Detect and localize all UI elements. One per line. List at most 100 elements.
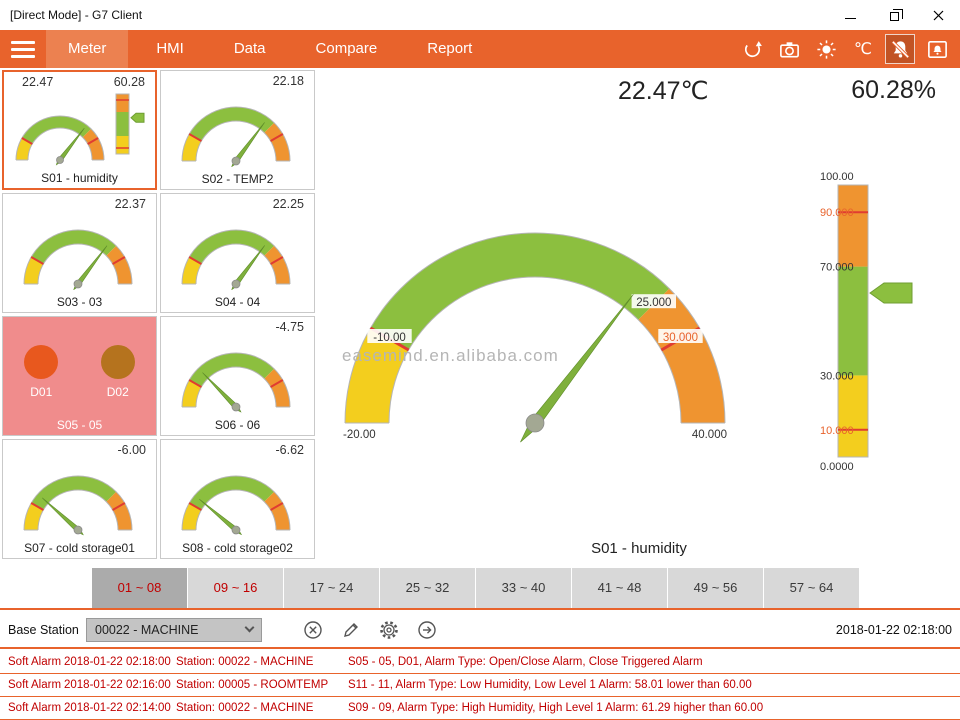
alarm-station: Station: 00022 - MACHINE: [176, 702, 314, 714]
alarm-image-icon[interactable]: [922, 34, 952, 64]
temperature-readout: 22.47℃: [618, 77, 709, 105]
alarm-station: Station: 00022 - MACHINE: [176, 656, 314, 668]
channel-label: D01: [30, 385, 53, 399]
meter-gauge: [23, 475, 133, 536]
svg-text:90.000: 90.000: [820, 207, 854, 219]
minimize-button[interactable]: [828, 0, 872, 30]
content-area: 22.47 60.28 S01 - humidity 22.18 S02 - TEMP2…: [0, 68, 960, 565]
range-tab-57-64[interactable]: 57 ~ 64: [764, 568, 859, 608]
meter-values: -6.62: [161, 443, 314, 457]
range-tab-41-48[interactable]: 41 ~ 48: [572, 568, 667, 608]
meter-gauge: [181, 106, 291, 167]
sync-icon[interactable]: [737, 34, 767, 64]
nav-tab-meter[interactable]: Meter: [46, 30, 129, 68]
nav-tab-hmi[interactable]: HMI: [156, 40, 184, 57]
alarm-type: Soft Alarm: [8, 702, 62, 714]
meter-card-label: S02 - TEMP2: [201, 172, 274, 186]
camera-icon[interactable]: [774, 34, 804, 64]
meter-value: -4.75: [275, 320, 305, 334]
close-icon: [933, 10, 943, 20]
alarm-station: Station: 00005 - ROOMTEMP: [176, 679, 329, 691]
meter-gauge: [181, 475, 291, 536]
alarm-time: 2018-01-22 02:14:00: [64, 702, 171, 714]
digital-channel: D01: [24, 345, 59, 399]
svg-text:-20.00: -20.00: [343, 429, 376, 441]
nav-tab-data[interactable]: Data: [233, 40, 266, 57]
range-tab-09-16[interactable]: 09 ~ 16: [188, 568, 283, 608]
range-tab-33-40[interactable]: 33 ~ 40: [476, 568, 571, 608]
meter-card-label: S07 - cold storage01: [24, 541, 135, 555]
range-tab-01-08[interactable]: 01 ~ 08: [92, 568, 187, 608]
title-bar: [Direct Mode] - G7 Client: [0, 0, 960, 30]
nav-tabs: Meter HMI Data Compare Report: [46, 30, 500, 68]
digital-channel: D02: [100, 345, 135, 399]
svg-text:25.000: 25.000: [636, 297, 671, 309]
main-gauge-label: S01 - humidity: [591, 540, 687, 557]
nav-tab-report[interactable]: Report: [427, 40, 473, 57]
meter-card-s07[interactable]: -6.00 S07 - cold storage01: [2, 439, 157, 559]
channel-state-indicator: [24, 345, 59, 379]
meter-gauge: [15, 93, 145, 166]
edit-icon[interactable]: [340, 619, 362, 641]
alarm-time: 2018-01-22 02:18:00: [64, 656, 171, 668]
digital-channels: D01 D02: [3, 345, 156, 399]
alarm-row[interactable]: Soft Alarm 2018-01-22 02:18:00 Station: 00…: [0, 651, 960, 674]
svg-text:100.00: 100.00: [820, 171, 854, 183]
meter-values: 22.37: [3, 197, 156, 211]
meter-value: -6.62: [275, 443, 305, 457]
meter-value: 22.37: [114, 197, 146, 211]
alarm-type: Soft Alarm: [8, 656, 62, 668]
watermark: easemind.en.alibaba.com: [342, 346, 559, 365]
meter-card-label: S03 - 03: [56, 295, 103, 309]
meter-card-label: S08 - cold storage02: [182, 541, 293, 555]
meter-card-s08[interactable]: -6.62 S08 - cold storage02: [160, 439, 315, 559]
nav-tab-compare[interactable]: Compare: [315, 40, 378, 57]
close-button[interactable]: [916, 0, 960, 30]
humidity-readout: 60.28%: [851, 76, 936, 104]
brightness-icon[interactable]: [811, 34, 841, 64]
alarm-row[interactable]: Soft Alarm 2018-01-22 02:16:00 Station: 00…: [0, 674, 960, 697]
svg-text:40.000: 40.000: [692, 429, 727, 441]
station-dropdown[interactable]: 00022 - MACHINE: [86, 617, 262, 642]
meter-card-s05[interactable]: D01 D02 S05 - 05: [2, 316, 157, 436]
meter-value: 60.28: [113, 75, 145, 89]
station-bar: Base Station 00022 - MACHINE 2018-01-22 …: [0, 612, 960, 649]
range-tab-25-32[interactable]: 25 ~ 32: [380, 568, 475, 608]
meter-value: -6.00: [117, 443, 147, 457]
range-tab-17-24[interactable]: 17 ~ 24: [284, 568, 379, 608]
channel-label: D02: [106, 385, 129, 399]
station-timestamp: 2018-01-22 02:18:00: [835, 622, 952, 637]
svg-text:30.000: 30.000: [820, 370, 854, 382]
meter-card-s02[interactable]: 22.18 S02 - TEMP2: [160, 70, 315, 190]
range-tab-49-56[interactable]: 49 ~ 56: [668, 568, 763, 608]
settings-gear-icon[interactable]: [378, 619, 400, 641]
nav-bar: Meter HMI Data Compare Report ℃: [0, 30, 960, 68]
station-label: Base Station: [8, 622, 79, 637]
meter-card-s01[interactable]: 22.47 60.28 S01 - humidity: [2, 70, 157, 190]
station-dropdown-value: 00022 - MACHINE: [95, 622, 199, 637]
meter-values: -6.00: [3, 443, 156, 457]
meter-card-s03[interactable]: 22.37 S03 - 03: [2, 193, 157, 313]
range-tabs: 01 ~ 08 09 ~ 16 17 ~ 24 25 ~ 32 33 ~ 40 41 ~ …: [0, 566, 960, 610]
meter-card-label: S05 - 05: [56, 418, 103, 432]
cancel-icon[interactable]: [302, 619, 324, 641]
go-arrow-icon[interactable]: [416, 619, 438, 641]
svg-text:10.000: 10.000: [820, 425, 854, 437]
channel-state-indicator: [100, 345, 135, 379]
celsius-unit[interactable]: ℃: [854, 41, 872, 58]
meter-grid: 22.47 60.28 S01 - humidity 22.18 S02 - TEMP2…: [0, 68, 318, 561]
meter-gauge: [23, 229, 133, 290]
svg-text:-10.00: -10.00: [373, 332, 406, 344]
main-gauge-panel: 22.47℃ 60.28% -20.00 -10.00 25.000 30.000 40…: [318, 68, 960, 565]
menu-icon[interactable]: [0, 30, 46, 68]
station-toolbar: [302, 619, 438, 641]
svg-text:30.000: 30.000: [663, 332, 698, 344]
alarm-row[interactable]: Soft Alarm 2018-01-22 02:14:00 Station: 00…: [0, 697, 960, 720]
restore-button[interactable]: [872, 0, 916, 30]
meter-value: 22.47: [22, 75, 54, 89]
meter-card-label: S04 - 04: [214, 295, 261, 309]
meter-card-s06[interactable]: -4.75 S06 - 06: [160, 316, 315, 436]
alarm-mute-icon[interactable]: [885, 34, 915, 64]
meter-card-s04[interactable]: 22.25 S04 - 04: [160, 193, 315, 313]
